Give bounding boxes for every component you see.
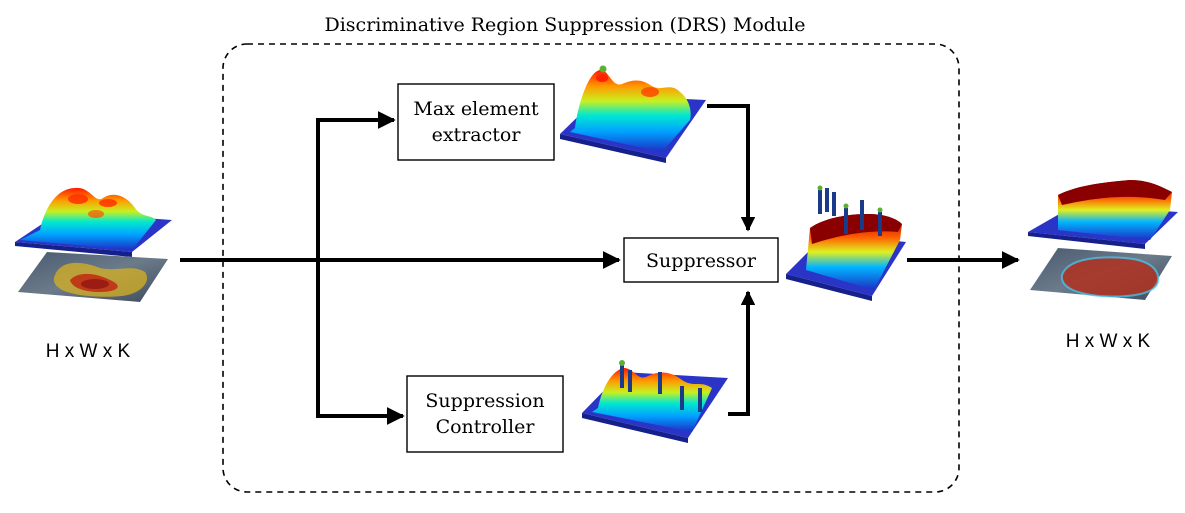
arrow-controller-to-suppressor bbox=[728, 290, 756, 416]
output-heatmap-layer bbox=[1028, 180, 1178, 249]
suppression-arrows bbox=[619, 360, 702, 412]
arrow-max-to-suppressor bbox=[707, 104, 756, 232]
input-image-layer bbox=[18, 252, 168, 302]
max-element-heatmap bbox=[560, 65, 706, 163]
input-dims-label: H x W x K bbox=[46, 341, 131, 362]
max-element-extractor-block: Max element extractor bbox=[397, 83, 555, 161]
controller-label-line1: Suppression bbox=[425, 390, 544, 412]
input-feature-map bbox=[15, 187, 172, 302]
suppressor-block: Suppressor bbox=[623, 237, 779, 283]
module-title: Discriminative Region Suppression (DRS) … bbox=[325, 14, 806, 36]
suppressor-label: Suppressor bbox=[646, 250, 757, 272]
suppressed-arrows bbox=[817, 185, 883, 236]
max-extractor-label-line1: Max element bbox=[413, 98, 539, 120]
max-extractor-label-line2: extractor bbox=[432, 124, 522, 146]
max-point-marker bbox=[599, 65, 607, 73]
input-heatmap-layer bbox=[15, 187, 172, 257]
output-feature-map bbox=[1028, 180, 1178, 300]
output-image-layer bbox=[1030, 248, 1172, 300]
suppression-controller-block: Suppression Controller bbox=[406, 375, 564, 453]
controller-label-line2: Controller bbox=[436, 416, 536, 438]
suppressed-heatmap bbox=[786, 185, 906, 301]
output-dims-label: H x W x K bbox=[1066, 331, 1151, 352]
controller-heatmap bbox=[582, 360, 728, 443]
drs-module-boundary bbox=[222, 43, 960, 493]
